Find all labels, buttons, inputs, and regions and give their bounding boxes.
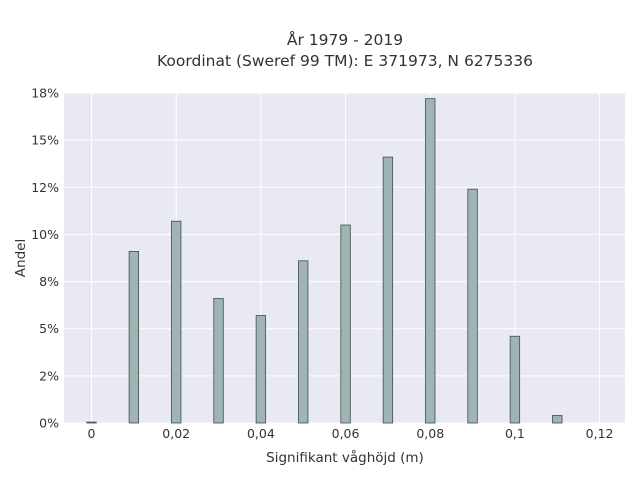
- bar-3: [213, 298, 224, 424]
- y-axis-label: Andel: [13, 239, 29, 277]
- y-tick-label-2: 5%: [39, 321, 59, 336]
- bars: [86, 98, 563, 424]
- bar-9: [467, 188, 478, 424]
- x-tick-label-5: 0,1: [505, 426, 525, 441]
- bar-5: [298, 260, 309, 424]
- bar-10: [509, 335, 521, 424]
- y-tick-label-4: 10%: [31, 227, 59, 242]
- bar-8: [425, 98, 436, 424]
- x-tick-label-6: 0,12: [586, 426, 614, 441]
- chart-title: År 1979 - 2019: [287, 30, 403, 49]
- bar-1: [128, 250, 140, 424]
- y-tick-label-5: 12%: [31, 180, 59, 195]
- chart-subtitle: Koordinat (Sweref 99 TM): E 371973, N 62…: [157, 52, 533, 70]
- y-tick-label-6: 15%: [31, 133, 59, 148]
- x-tick-label-1: 0,02: [162, 426, 190, 441]
- bar-4: [255, 315, 267, 424]
- x-tick-label-2: 0,04: [247, 426, 275, 441]
- bar-11: [552, 415, 563, 424]
- y-tick-label-0: 0%: [39, 416, 59, 431]
- x-tick-label-0: 0: [88, 426, 96, 441]
- y-tick-label-1: 2%: [39, 368, 59, 383]
- y-tick-label-3: 8%: [39, 274, 59, 289]
- bar-7: [382, 156, 394, 424]
- x-tick-label-3: 0,06: [332, 426, 360, 441]
- x-tick-label-4: 0,08: [416, 426, 444, 441]
- bar-0: [86, 421, 97, 424]
- bar-6: [340, 224, 351, 424]
- y-tick-label-7: 18%: [31, 86, 59, 101]
- tick-labels: 0 0,02 0,04 0,06 0,08 0,1 0,12 0% 2% 5% 8% 10% 12% 15…: [31, 86, 613, 442]
- bar-2: [171, 220, 182, 424]
- x-axis-label: Signifikant våghöjd (m): [266, 449, 424, 466]
